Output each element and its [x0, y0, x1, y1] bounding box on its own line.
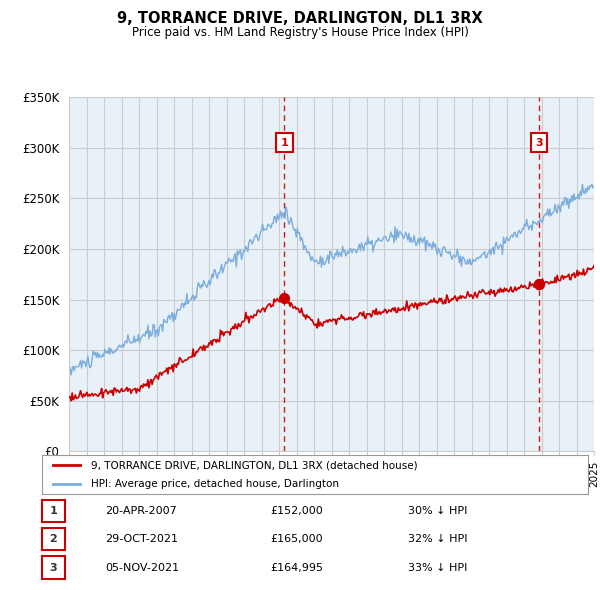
Text: 9, TORRANCE DRIVE, DARLINGTON, DL1 3RX: 9, TORRANCE DRIVE, DARLINGTON, DL1 3RX: [117, 11, 483, 25]
Text: 3: 3: [50, 563, 57, 572]
Text: 1: 1: [50, 506, 57, 516]
Text: HPI: Average price, detached house, Darlington: HPI: Average price, detached house, Darl…: [91, 479, 339, 489]
Text: 9, TORRANCE DRIVE, DARLINGTON, DL1 3RX (detached house): 9, TORRANCE DRIVE, DARLINGTON, DL1 3RX (…: [91, 460, 418, 470]
Text: 2: 2: [50, 535, 57, 544]
Text: 33% ↓ HPI: 33% ↓ HPI: [408, 563, 467, 572]
Text: 29-OCT-2021: 29-OCT-2021: [105, 535, 178, 544]
Text: 30% ↓ HPI: 30% ↓ HPI: [408, 506, 467, 516]
Text: £165,000: £165,000: [270, 535, 323, 544]
Text: 05-NOV-2021: 05-NOV-2021: [105, 563, 179, 572]
Text: 1: 1: [280, 138, 288, 148]
Text: 3: 3: [535, 138, 542, 148]
Text: £164,995: £164,995: [270, 563, 323, 572]
Text: 20-APR-2007: 20-APR-2007: [105, 506, 177, 516]
Text: 32% ↓ HPI: 32% ↓ HPI: [408, 535, 467, 544]
Text: Price paid vs. HM Land Registry's House Price Index (HPI): Price paid vs. HM Land Registry's House …: [131, 26, 469, 39]
Text: £152,000: £152,000: [270, 506, 323, 516]
